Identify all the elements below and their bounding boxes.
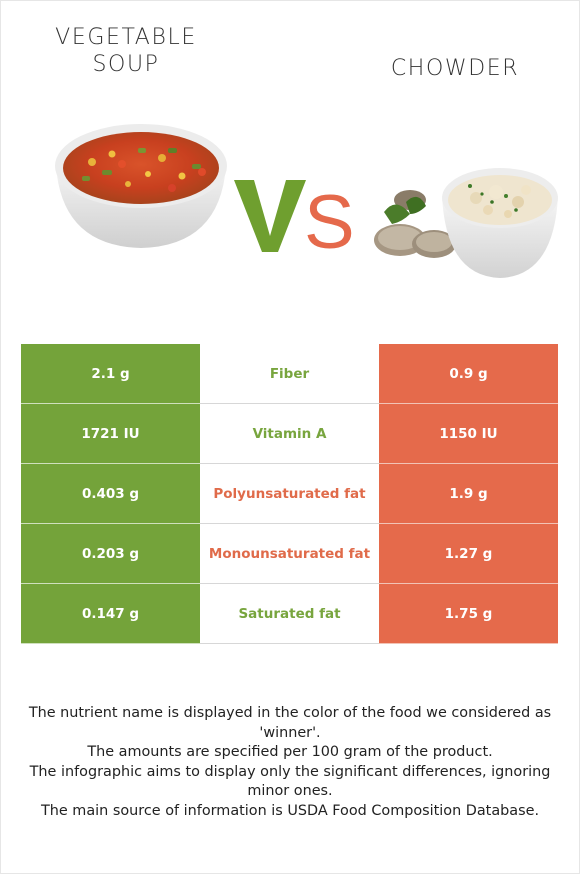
nutrient-name: Monounsaturated fat	[200, 523, 379, 584]
food-title-chowder: CHOWDER	[360, 55, 550, 82]
title-line: SOUP	[92, 52, 160, 77]
svg-text:S: S	[304, 180, 352, 256]
nutrient-name: Fiber	[200, 344, 379, 404]
nutrient-name: Vitamin A	[200, 403, 379, 464]
nutrient-comparison-table: 2.1 g Fiber 0.9 g 1721 IU Vitamin A 1150…	[21, 344, 558, 644]
chowder-value: 1.27 g	[379, 523, 558, 584]
table-row: 1721 IU Vitamin A 1150 IU	[21, 403, 558, 464]
vegetable-soup-value: 2.1 g	[21, 344, 200, 404]
chowder-image	[374, 168, 558, 278]
footer-note: The nutrient name is displayed in the co…	[28, 705, 552, 741]
food-title-vegetable-soup: VEGETABLE SOUP	[36, 24, 216, 78]
nutrient-name: Polyunsaturated fat	[200, 463, 379, 524]
table-row: 0.403 g Polyunsaturated fat 1.9 g	[21, 463, 558, 524]
table-row: 0.147 g Saturated fat 1.75 g	[21, 583, 558, 644]
chowder-value: 1.9 g	[379, 463, 558, 524]
vs-label: S	[234, 180, 352, 256]
chowder-value: 1150 IU	[379, 403, 558, 464]
title-line: CHOWDER	[390, 56, 520, 81]
vegetable-soup-value: 1721 IU	[21, 403, 200, 464]
table-row: 0.203 g Monounsaturated fat 1.27 g	[21, 523, 558, 584]
footer-note: The infographic aims to display only the…	[29, 763, 551, 800]
chowder-value: 1.75 g	[379, 583, 558, 644]
vegetable-soup-image	[55, 124, 227, 248]
nutrient-name: Saturated fat	[200, 583, 379, 644]
footer-note: The main source of information is USDA F…	[40, 802, 540, 819]
title-line: VEGETABLE	[55, 25, 197, 50]
footer-notes: The nutrient name is displayed in the co…	[20, 704, 560, 821]
vegetable-soup-value: 0.403 g	[21, 463, 200, 524]
vegetable-soup-value: 0.203 g	[21, 523, 200, 584]
chowder-value: 0.9 g	[379, 344, 558, 404]
footer-note: The amounts are specified per 100 gram o…	[87, 744, 493, 760]
table-row: 2.1 g Fiber 0.9 g	[21, 344, 558, 404]
vegetable-soup-value: 0.147 g	[21, 583, 200, 644]
